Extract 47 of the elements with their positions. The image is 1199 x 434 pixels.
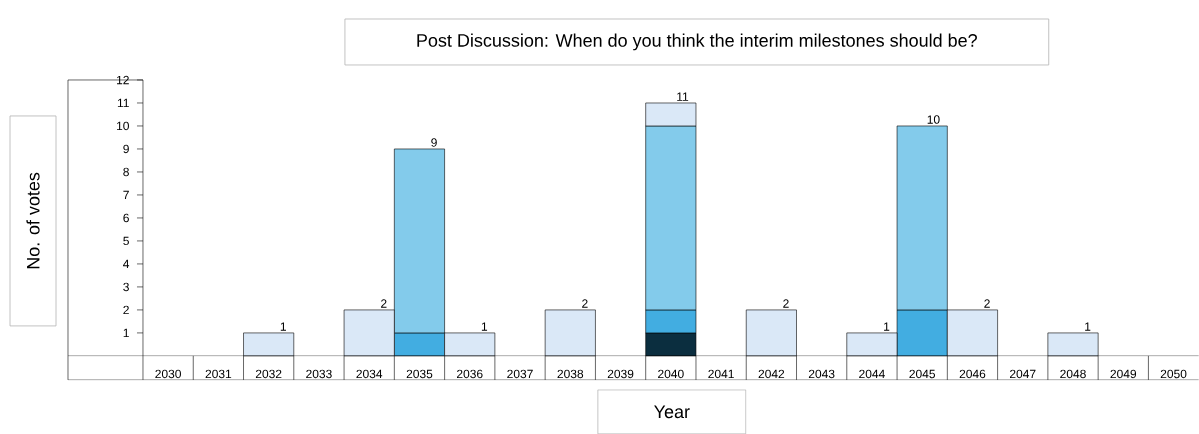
total-label: 1: [884, 322, 890, 331]
x-tick-label: 2044: [859, 369, 885, 378]
y-tick-label: 12: [117, 75, 129, 85]
y-tick-label: 4: [123, 259, 130, 268]
total-label: 10: [927, 115, 940, 124]
y-tick-label: 3: [123, 282, 129, 292]
total-label: 2: [984, 299, 990, 308]
y-tick-label: 8: [123, 167, 129, 177]
x-tick-label: 2031: [205, 369, 232, 378]
y-tick-label: 11: [117, 98, 129, 107]
y-tick-label: 2: [123, 305, 129, 314]
y-tick-label: 9: [123, 144, 129, 154]
x-tick-label: 2034: [356, 369, 383, 378]
x-tick-label: 2032: [255, 369, 282, 378]
x-tick-label: 2037: [507, 369, 533, 378]
x-tick-label: 2047: [1009, 369, 1036, 378]
x-tick-label: 2039: [607, 369, 634, 378]
total-label: 2: [783, 299, 789, 308]
x-tick-label: 2042: [758, 369, 785, 378]
total-label: 2: [381, 299, 387, 308]
y-tick-label: 5: [123, 236, 129, 245]
x-tick-label: 2050: [1160, 369, 1187, 378]
y-tick-label: 10: [117, 121, 129, 131]
y-tick-label: 1: [123, 328, 129, 337]
total-label: 2: [582, 299, 588, 308]
x-tick-label: 2043: [808, 369, 835, 378]
x-tick-label: 2041: [708, 369, 734, 378]
total-label: 11: [677, 92, 689, 101]
x-tick-label: 2030: [155, 369, 181, 378]
x-tick-label: 2035: [406, 369, 433, 378]
y-tick-label: 7: [123, 190, 129, 199]
x-tick-label: 2036: [457, 369, 483, 378]
y-tick-label: 6: [123, 213, 129, 223]
x-tick-label: 2046: [959, 369, 986, 378]
total-label: 1: [1085, 322, 1091, 331]
x-tick-label: 2038: [557, 369, 584, 378]
x-tick-label: 2045: [909, 369, 936, 378]
total-label: 9: [431, 138, 437, 147]
x-axis-title: Year: [654, 405, 690, 419]
y-axis-title: No. of votes: [26, 172, 40, 269]
chart-title: Post Discussion: When do you think the interim milestones should be?: [417, 33, 977, 51]
x-tick-label: 2048: [1060, 369, 1086, 378]
total-label: 1: [481, 322, 488, 331]
x-tick-label: 2040: [658, 369, 684, 378]
x-tick-label: 2033: [306, 369, 332, 378]
total-label: 1: [280, 322, 286, 331]
x-tick-label: 2049: [1110, 369, 1137, 378]
